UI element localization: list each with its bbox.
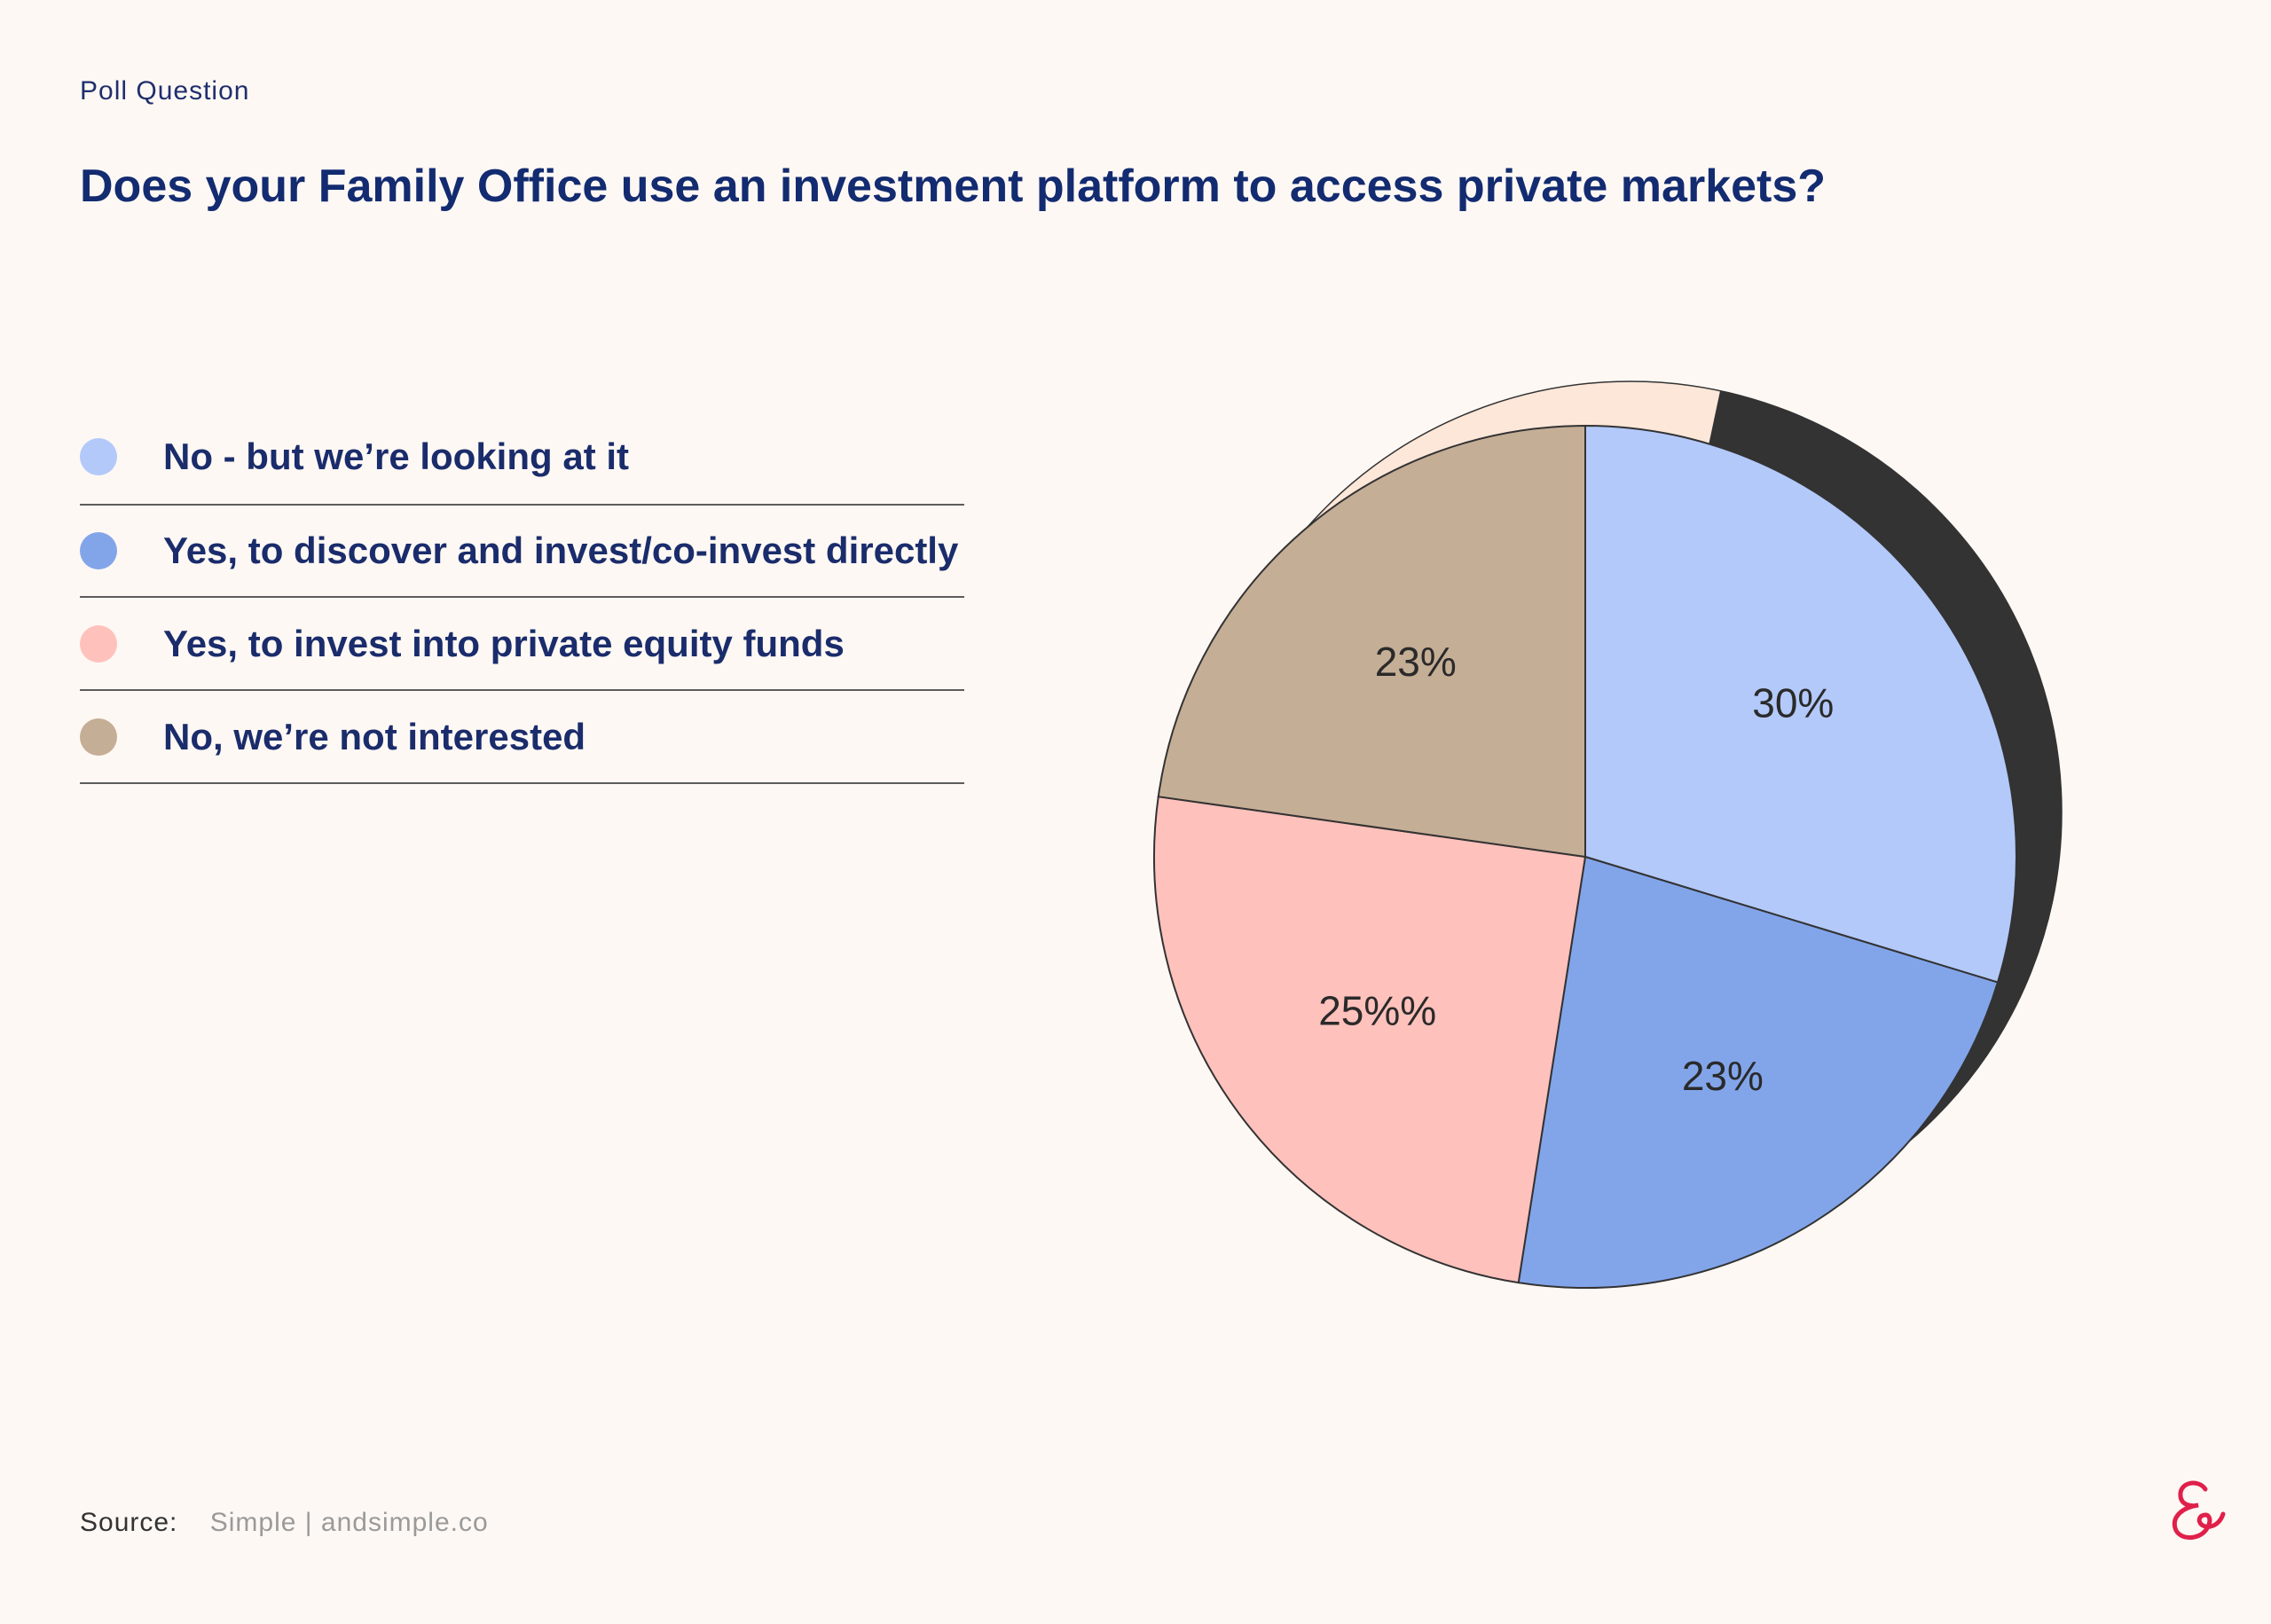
ampersand-logo-icon [2172, 1480, 2226, 1540]
page-title: Does your Family Office use an investmen… [80, 161, 1827, 212]
pie-slice [1584, 424, 2018, 984]
legend-item: No, we’re not interested [80, 691, 964, 784]
legend-item: Yes, to discover and invest/co-invest di… [80, 506, 964, 598]
pie-slice [1157, 424, 1586, 859]
source-link[interactable]: Simple | andsimple.co [209, 1508, 489, 1537]
pie-data-label: 25%% [1318, 988, 1436, 1034]
pie-slice [1517, 855, 2000, 1289]
source-line: Source: Simple | andsimple.co [80, 1508, 489, 1538]
pie-slice [1153, 796, 1587, 1284]
legend-swatch [80, 532, 117, 569]
pie-data-label: 23% [1375, 639, 1457, 685]
legend-label: Yes, to discover and invest/co-invest di… [163, 530, 959, 571]
legend-label: No, we’re not interested [163, 715, 586, 757]
source-label: Source: [80, 1508, 178, 1537]
legend-label: No - but we’re looking at it [163, 435, 629, 477]
pie-data-label: 30% [1752, 679, 1834, 726]
legend-item: Yes, to invest into private equity funds [80, 598, 964, 691]
legend-item: No - but we’re looking at it [80, 410, 964, 506]
legend-swatch [80, 624, 117, 663]
legend: No - but we’re looking at it Yes, to dis… [80, 410, 964, 784]
legend-swatch [80, 718, 117, 756]
legend-label: Yes, to invest into private equity funds [163, 622, 845, 664]
eyebrow-label: Poll Question [80, 76, 250, 106]
pie-data-label: 23% [1682, 1053, 1764, 1099]
legend-swatch [80, 438, 117, 475]
